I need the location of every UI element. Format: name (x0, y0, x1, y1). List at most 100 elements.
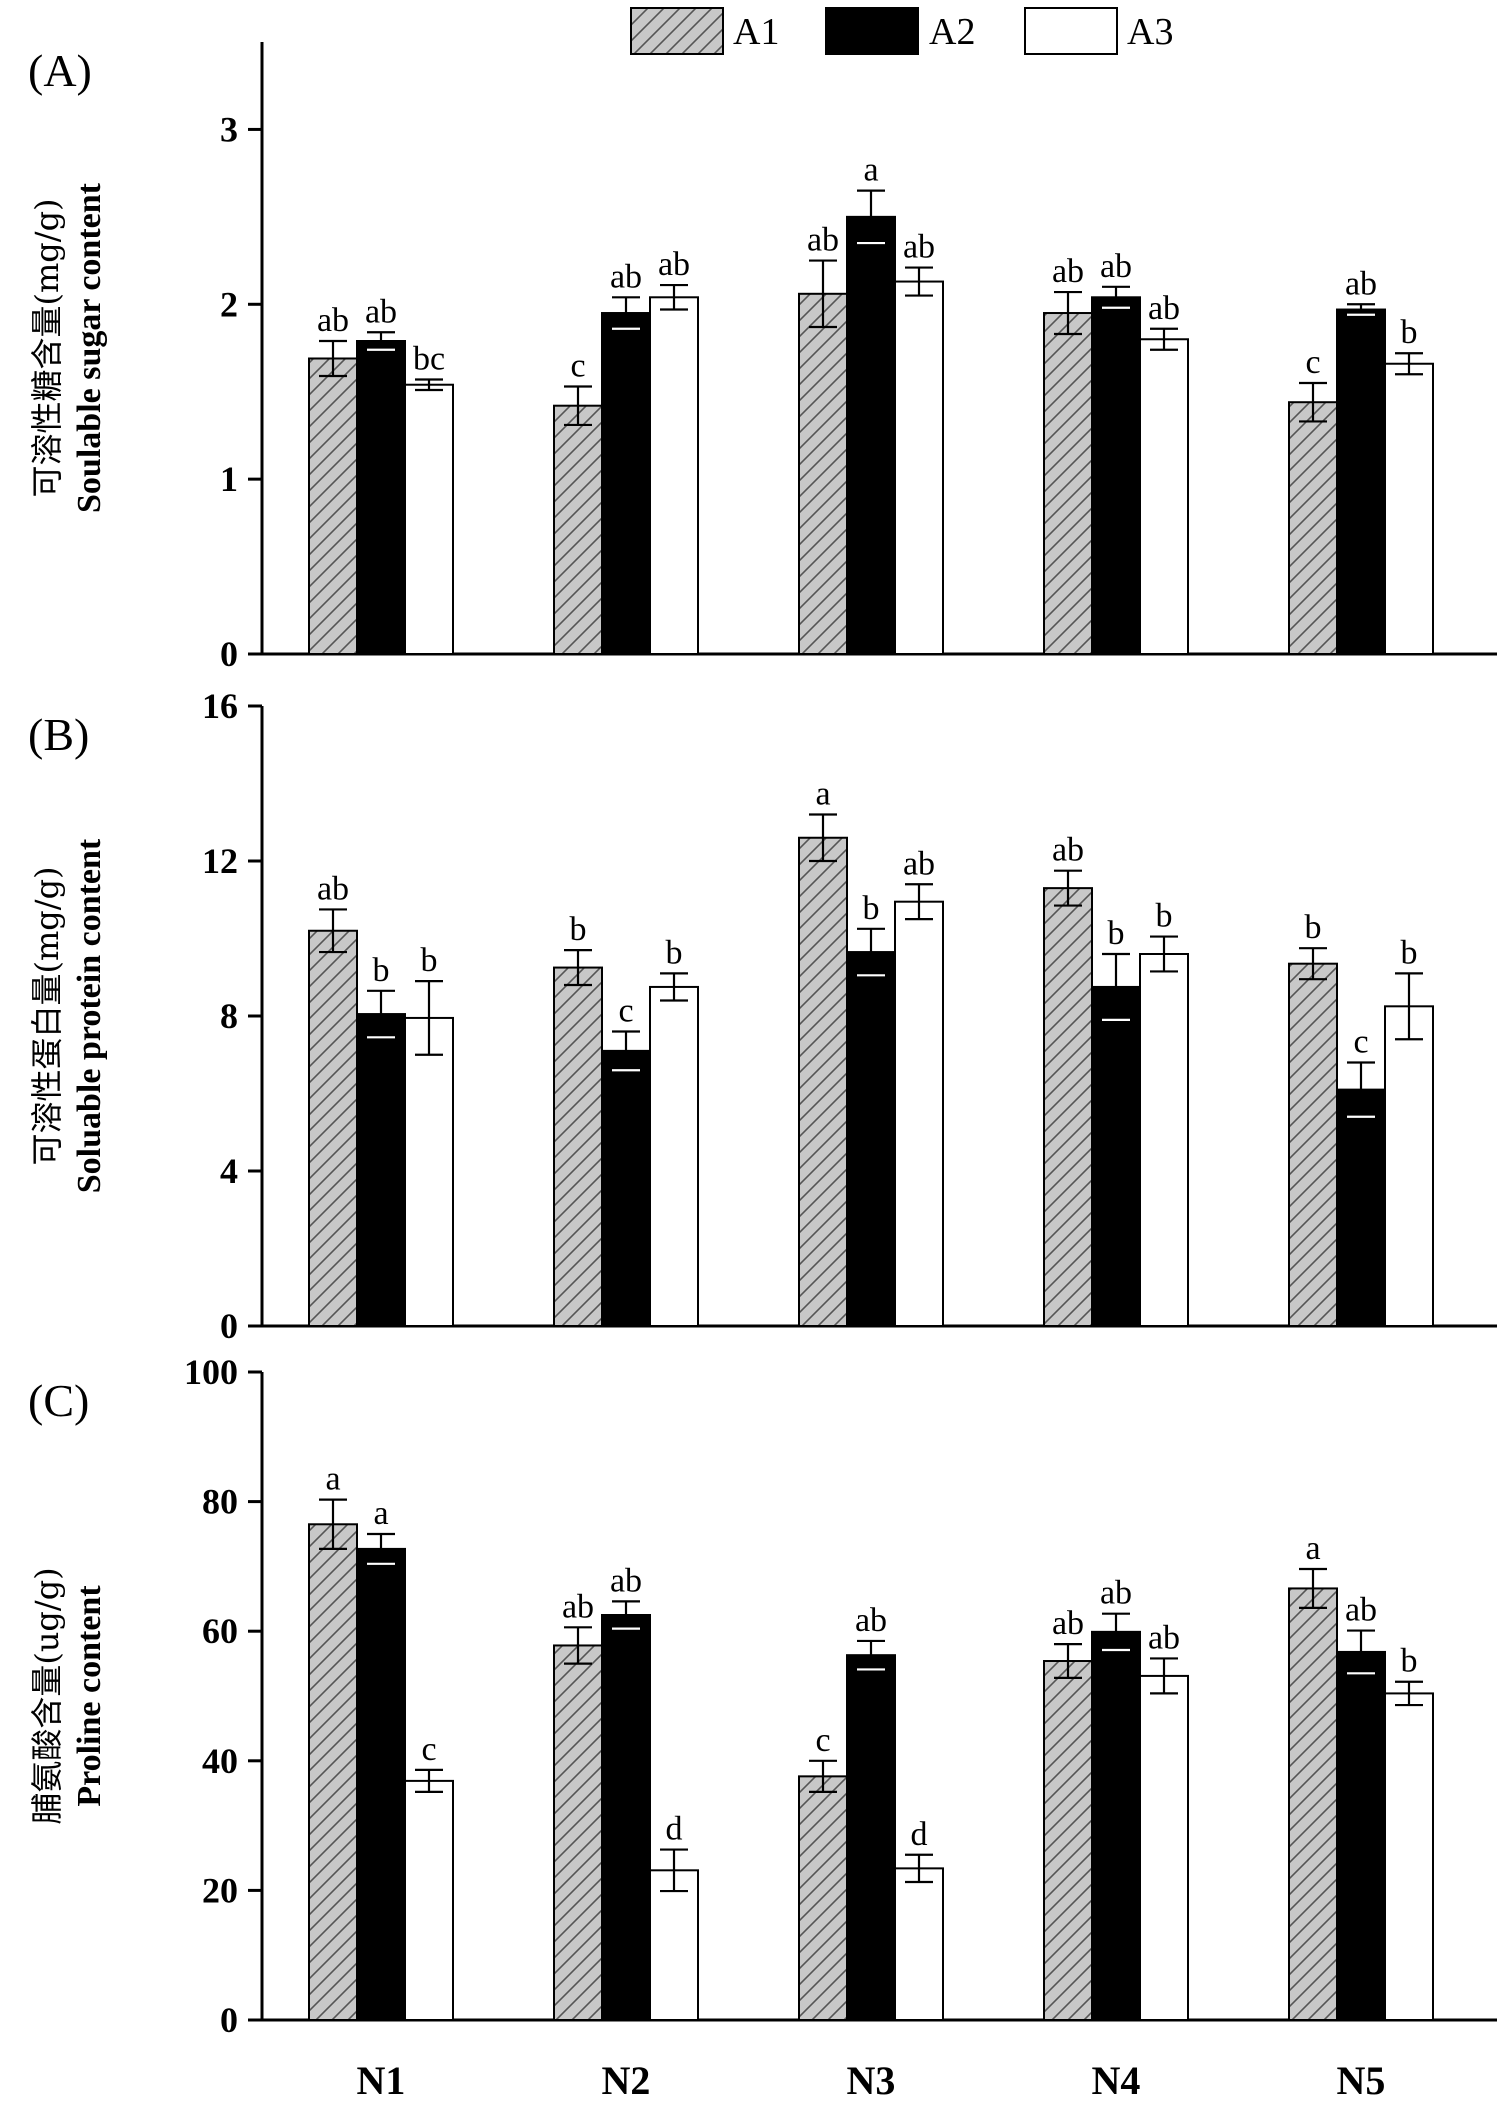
significance-letter: ab (610, 258, 642, 295)
significance-letter: ab (903, 229, 935, 266)
bar-n3-a1 (798, 1775, 848, 2022)
bar-n2-a3 (649, 985, 699, 1327)
x-category-label-n1: N1 (357, 2058, 406, 2103)
significance-letter: a (863, 152, 878, 189)
significance-letter: ab (1052, 253, 1084, 290)
bar-n2-a3 (649, 1869, 699, 2022)
bar-n1-a1 (308, 929, 358, 1327)
bar-n4-a3 (1139, 1674, 1189, 2021)
significance-letter: b (373, 952, 390, 989)
y-axis-title-cn: 脯氨酸含量(ug/g) (28, 1567, 66, 1824)
significance-letter: c (570, 347, 585, 384)
bar-n4-a1 (1043, 1660, 1093, 2022)
significance-letter: ab (658, 246, 690, 283)
legend-label-a2: A2 (929, 11, 975, 53)
x-category-label-n2: N2 (602, 2058, 651, 2103)
bar-n2-a1 (553, 966, 603, 1327)
bar-n3-a1 (798, 292, 848, 655)
significance-letter: ab (807, 222, 839, 259)
bar-n5-a2 (1336, 1088, 1386, 1327)
bar-n4-a1 (1043, 312, 1093, 655)
significance-letter: ab (317, 870, 349, 907)
y-axis-title-en: Soulable sugar content (71, 182, 108, 513)
significance-letter: a (1305, 1530, 1320, 1567)
significance-letter: d (666, 1811, 683, 1848)
bar-n2-a1 (553, 1644, 603, 2022)
significance-letter: c (1353, 1024, 1368, 1061)
significance-letter: c (815, 1722, 830, 1759)
significance-letter: b (1108, 915, 1125, 952)
y-tick-label: 0 (220, 634, 238, 674)
y-axis-title-en: Soluable protein content (71, 838, 108, 1193)
y-axis-title-cn: 可溶性蛋白量(mg/g) (28, 866, 66, 1165)
y-tick-label: 40 (202, 1741, 238, 1781)
bar-n2-a2 (601, 312, 651, 655)
legend-label-a1: A1 (733, 11, 779, 53)
significance-letter: b (1401, 1643, 1418, 1680)
bar-n3-a3 (894, 280, 944, 655)
bar-n4-a2 (1091, 985, 1141, 1327)
bar-n3-a3 (894, 1867, 944, 2022)
bar-n5-a3 (1384, 362, 1434, 655)
y-tick-label: 16 (202, 686, 238, 726)
y-tick-label: 4 (220, 1151, 238, 1191)
x-category-labels: N1 N2 N3 N4 N5 (357, 2058, 1386, 2103)
significance-letter: ab (1100, 248, 1132, 285)
bar-n1-a2 (356, 1013, 406, 1327)
panel-label: (C) (28, 1375, 89, 1426)
significance-letter: a (815, 776, 830, 813)
y-tick-label: 3 (220, 109, 238, 149)
legend-swatch-a3 (1024, 7, 1118, 55)
significance-letter: ab (1052, 1605, 1084, 1642)
bar-n2-a2 (601, 1049, 651, 1327)
bar-n3-a1 (798, 836, 848, 1327)
legend-item-a3: A3 (1024, 7, 1173, 55)
significance-letter: ab (1100, 1575, 1132, 1612)
significance-letter: c (421, 1731, 436, 1768)
y-tick-label: 100 (184, 1352, 238, 1392)
bar-n2-a1 (553, 404, 603, 655)
panel-a: (A) 可溶性糖含量(mg/g) Soulable sugar content 0 1 2… (28, 42, 1497, 674)
significance-letter: a (373, 1495, 388, 1532)
bar-n5-a2 (1336, 308, 1386, 655)
y-tick-label: 2 (220, 284, 238, 324)
bar-n4-a3 (1139, 338, 1189, 655)
bar-n5-a2 (1336, 1650, 1386, 2022)
bar-n2-a2 (601, 1614, 651, 2021)
significance-letter: c (1305, 344, 1320, 381)
significance-letter: ab (1052, 832, 1084, 869)
bar-n1-a3 (404, 1779, 454, 2021)
bar-n4-a2 (1091, 1630, 1141, 2022)
y-tick-label: 60 (202, 1611, 238, 1651)
significance-letter: b (1401, 314, 1418, 351)
significance-letter: ab (1345, 1592, 1377, 1629)
significance-letter: ab (610, 1562, 642, 1599)
legend-item-a1: A1 (630, 7, 779, 55)
significance-letter: ab (855, 1602, 887, 1639)
bar-n4-a2 (1091, 296, 1141, 655)
bar-n3-a2 (846, 215, 896, 655)
legend: A1 A2 A3 (630, 7, 1173, 55)
x-category-label-n3: N3 (847, 2058, 896, 2103)
significance-letter: ab (903, 845, 935, 882)
legend-swatch-a1 (630, 7, 724, 55)
significance-letter: ab (1148, 1619, 1180, 1656)
bar-n1-a2 (356, 1547, 406, 2022)
significance-letter: ab (317, 302, 349, 339)
significance-letter: b (863, 890, 880, 927)
bar-n5-a1 (1288, 962, 1338, 1327)
bar-n3-a2 (846, 1654, 896, 2022)
bar-n1-a2 (356, 340, 406, 655)
bar-n1-a1 (308, 357, 358, 655)
significance-letter: ab (1345, 265, 1377, 302)
y-tick-label: 8 (220, 996, 238, 1036)
bar-n2-a3 (649, 296, 699, 655)
bar-n5-a3 (1384, 1005, 1434, 1327)
panel-label: (A) (28, 45, 92, 96)
significance-letter: d (911, 1816, 928, 1853)
significance-letter: b (1401, 934, 1418, 971)
significance-letter: bc (413, 340, 445, 377)
y-tick-label: 12 (202, 841, 238, 881)
y-tick-label: 1 (220, 459, 238, 499)
